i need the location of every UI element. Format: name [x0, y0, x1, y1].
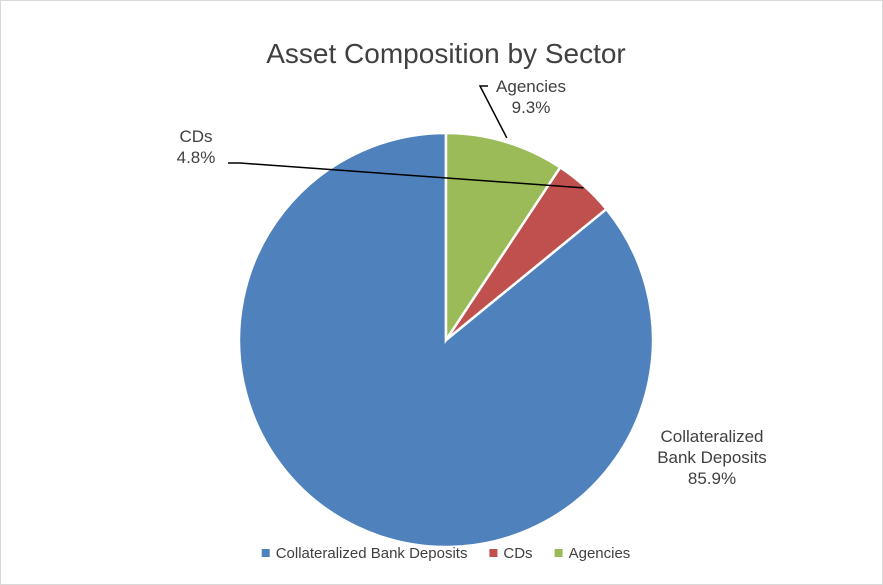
chart-title: Asset Composition by Sector	[266, 38, 626, 69]
legend-label-cds: CDs	[503, 545, 532, 562]
data-label-name-collateralized-bank-deposits: Collateralized	[661, 427, 764, 446]
data-label-name-cds: CDs	[179, 127, 212, 146]
data-label-value-collateralized-bank-deposits: 85.9%	[688, 469, 736, 488]
legend-swatch-cds	[489, 549, 498, 557]
leader-line-cds	[228, 162, 584, 189]
data-label-value-agencies: 9.3%	[512, 98, 551, 117]
data-labels: Collateralized Bank Deposits 85.9% CDs 4.8% A…	[177, 77, 767, 488]
legend-label-collateralized-bank-deposits: Collateralized Bank Deposits	[276, 545, 468, 562]
legend-swatch-collateralized-bank-deposits	[261, 549, 270, 557]
data-label-value-cds: 4.8%	[177, 148, 216, 167]
pie-slices	[237, 131, 655, 549]
legend-label-agencies: Agencies	[569, 545, 631, 562]
leader-lines	[228, 85, 584, 189]
leader-line-agencies	[478, 85, 508, 139]
legend: Collateralized Bank Deposits CDs Agencies	[261, 545, 631, 562]
legend-swatch-agencies	[554, 549, 563, 557]
data-label-name-agencies: Agencies	[496, 77, 566, 96]
data-label-name-collateralized-bank-deposits: Bank Deposits	[657, 448, 767, 467]
